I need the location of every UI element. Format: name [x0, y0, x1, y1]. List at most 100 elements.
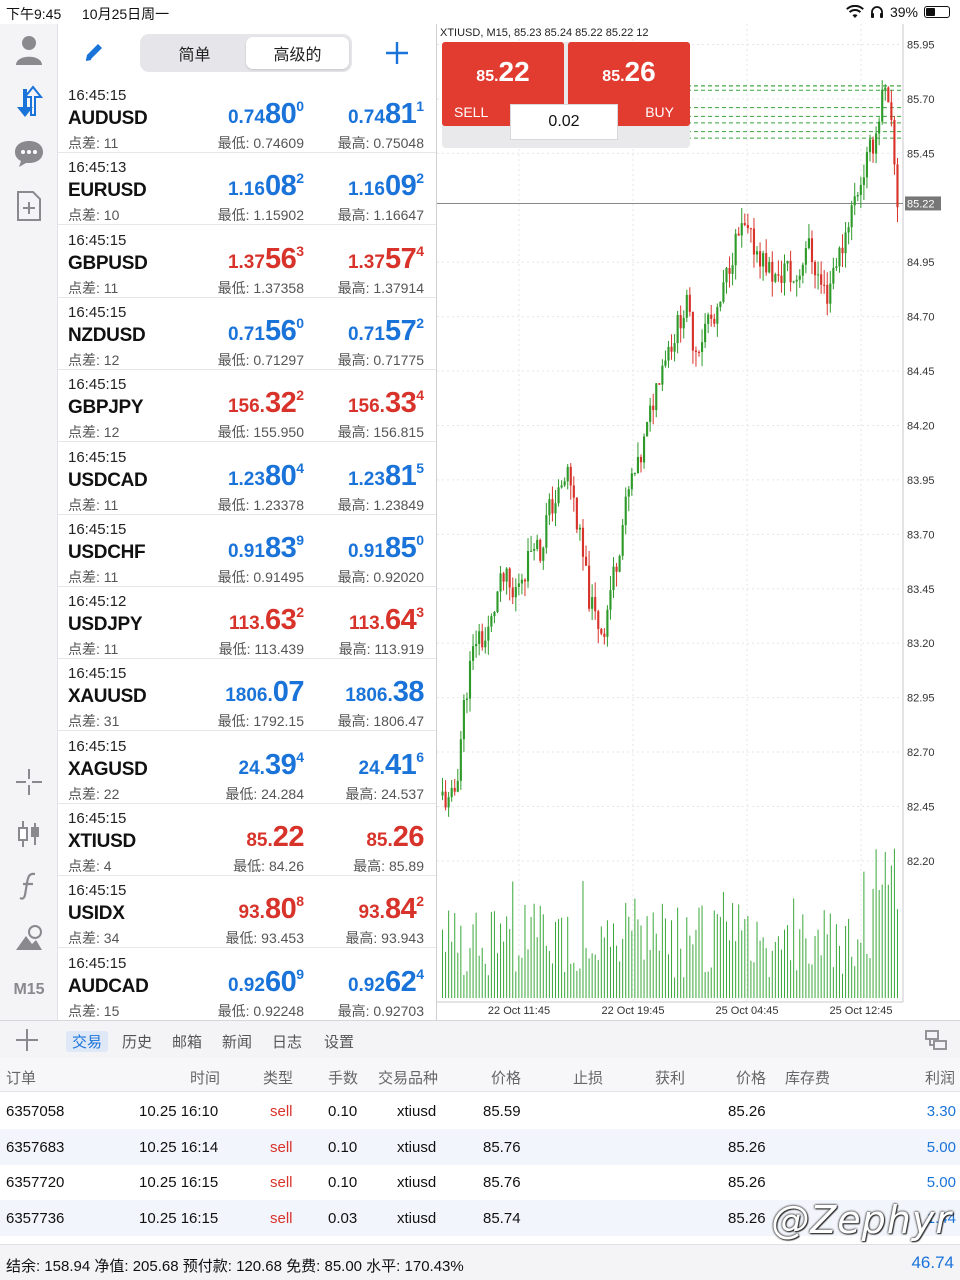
- quote-ask[interactable]: 1.37574: [348, 243, 424, 279]
- objects-icon[interactable]: [9, 918, 49, 958]
- quote-bid[interactable]: 93.808: [239, 893, 304, 929]
- order-type: sell: [270, 1209, 293, 1227]
- quote-bid[interactable]: 85.22: [246, 821, 304, 857]
- edit-pencil-icon[interactable]: [82, 40, 106, 64]
- quote-low: 最低: 0.74609: [217, 135, 304, 151]
- quote-ask[interactable]: 0.92624: [348, 966, 424, 1002]
- tab-settings[interactable]: 设置: [324, 1034, 355, 1051]
- quote-ask[interactable]: 85.26: [366, 821, 424, 857]
- quote-ask[interactable]: 0.74811: [348, 98, 424, 134]
- quote-ask[interactable]: 1.16092: [348, 170, 424, 206]
- quote-spread: 点差: 11: [68, 568, 119, 585]
- quote-ask[interactable]: 156.334: [348, 387, 424, 423]
- quote-ask[interactable]: 113.643: [349, 604, 424, 640]
- quote-row[interactable]: 16:45:15 NZDUSD 点差: 12 0.71560 0.71572 最低: 0.…: [58, 298, 436, 370]
- tab-journal[interactable]: 日志: [272, 1034, 303, 1051]
- orders-table-header: 订单 时间 类型 手数 交易品种 价格 止损 获利 价格 库存费 利润: [0, 1058, 960, 1092]
- candlestick-icon[interactable]: [9, 814, 49, 854]
- quote-bid[interactable]: 156.322: [228, 387, 304, 423]
- quote-bid[interactable]: 1806.07: [225, 676, 304, 712]
- volume-input[interactable]: 0.02: [510, 104, 618, 140]
- crosshair-icon[interactable]: [9, 762, 49, 802]
- col-stop-loss: 止损: [573, 1070, 604, 1087]
- candle-body: [664, 360, 667, 366]
- quotes-arrows-icon[interactable]: [9, 82, 49, 122]
- quote-bid[interactable]: 0.71560: [228, 315, 304, 351]
- quote-bid[interactable]: 1.37563: [228, 243, 304, 279]
- candle-body: [658, 383, 661, 385]
- quote-bid[interactable]: 1.23804: [228, 460, 304, 496]
- candle-body: [588, 565, 591, 609]
- order-row[interactable]: 6357736 10.25 16:15 sell 0.03 xtiusd 85.74 85.…: [0, 1199, 960, 1236]
- quote-high: 最高: 1.37914: [337, 279, 424, 296]
- tab-news[interactable]: 新闻: [222, 1034, 253, 1051]
- quote-row[interactable]: 16:45:15 GBPJPY 点差: 12 156.322 156.334 最低: 15…: [58, 370, 436, 443]
- quote-spread: 点差: 12: [68, 424, 120, 441]
- quote-ask[interactable]: 0.91850: [348, 532, 424, 568]
- quote-bid[interactable]: 113.632: [229, 604, 304, 640]
- tab-mailbox[interactable]: 邮箱: [172, 1034, 203, 1051]
- candle-body: [746, 224, 749, 229]
- indicator-function-icon[interactable]: [9, 866, 49, 906]
- quote-low: 最低: 1792.15: [217, 713, 304, 730]
- quote-bid[interactable]: 1.16082: [228, 170, 304, 206]
- tab-trade[interactable]: 交易: [66, 1031, 109, 1052]
- ask-big: 81: [384, 98, 417, 130]
- price-chart[interactable]: 85.9585.7085.4585.2284.9584.7084.4584.20…: [437, 24, 960, 1020]
- quote-spread: 点差: 34: [68, 930, 120, 947]
- timeframe-button[interactable]: M15: [13, 981, 45, 998]
- ask-sup: 4: [416, 387, 424, 404]
- quote-row[interactable]: 16:45:15 XTIUSD 点差: 4 85.22 85.26 最低: 84.26 最高…: [58, 804, 436, 876]
- quote-row[interactable]: 16:45:12 USDJPY 点差: 11 113.632 113.643 最低: 11…: [58, 587, 436, 660]
- ask-sup: 2: [416, 893, 424, 910]
- chart-panel[interactable]: 85.95 85.70 85.45 85.22 84.95 84.70 84.45 84.20…: [436, 24, 960, 1020]
- new-document-icon[interactable]: [9, 186, 49, 226]
- candle-body: [621, 525, 624, 556]
- order-id: 6357683: [6, 1138, 65, 1156]
- chat-icon[interactable]: [9, 134, 49, 174]
- quote-ask[interactable]: 1.23815: [348, 460, 424, 496]
- tab-history[interactable]: 历史: [122, 1034, 153, 1051]
- quote-row[interactable]: 16:45:15 USDCAD 点差: 11 1.23804 1.23815 最低: 1.…: [58, 443, 436, 515]
- candle-body: [633, 472, 636, 474]
- tab-simple[interactable]: 简单: [178, 47, 211, 64]
- ask-big: 85: [384, 531, 417, 564]
- account-icon[interactable]: [9, 30, 49, 70]
- order-lots: 0.10: [328, 1174, 358, 1192]
- quote-bid[interactable]: 0.92609: [228, 966, 304, 1002]
- quote-bid[interactable]: 0.74800: [228, 98, 304, 134]
- quote-row[interactable]: 16:45:15 AUDUSD 点差: 11 0.74800 0.74811 最低: 0.…: [58, 81, 436, 153]
- order-row[interactable]: 6357720 10.25 16:15 sell 0.10 xtiusd 85.76 85.…: [0, 1164, 960, 1200]
- quote-row[interactable]: 16:45:15 GBPUSD 点差: 11 1.37563 1.37574 最低: 1.…: [58, 226, 436, 298]
- y-tick-label: 82.95: [907, 693, 935, 705]
- quote-ask[interactable]: 93.842: [359, 893, 424, 929]
- quote-row[interactable]: 16:45:15 USDCHF 点差: 11 0.91839 0.91850 最低: 0.…: [58, 515, 436, 587]
- add-symbol-icon[interactable]: [384, 40, 410, 66]
- col-time: 时间: [190, 1070, 221, 1087]
- quote-high: 最高: 93.943: [345, 930, 424, 947]
- tab-advanced[interactable]: 高级的: [246, 37, 349, 69]
- quote-ask[interactable]: 0.71572: [348, 315, 424, 351]
- quote-time: 16:45:15: [68, 737, 127, 755]
- candle-body: [682, 317, 685, 329]
- quote-row[interactable]: 16:45:15 XAUUSD 点差: 31 1806.07 1806.38 最低: 17…: [58, 659, 436, 732]
- quote-row[interactable]: 16:45:15 AUDCAD 点差: 15 0.92609 0.92624 最低: 0.…: [58, 949, 436, 1020]
- candle-body: [871, 139, 875, 154]
- order-row[interactable]: 6357683 10.25 16:14 sell 0.10 xtiusd 85.76 85.…: [0, 1128, 960, 1165]
- quote-bid[interactable]: 0.91839: [228, 532, 304, 568]
- quote-ask[interactable]: 1806.38: [345, 676, 424, 712]
- bid-sup: 2: [296, 170, 304, 187]
- quote-row[interactable]: 16:45:13 EURUSD 点差: 10 1.16082 1.16092 最低: 1.…: [58, 153, 436, 226]
- order-row[interactable]: 6357058 10.25 16:10 sell 0.10 xtiusd 85.59 85.…: [0, 1093, 960, 1129]
- add-icon[interactable]: [14, 1027, 40, 1053]
- quote-row[interactable]: 16:45:15 XAGUSD 点差: 22 24.394 24.416 最低: 24.2…: [58, 732, 436, 804]
- ask-prefix: 0.74: [347, 107, 385, 128]
- layout-icon[interactable]: [924, 1028, 948, 1052]
- headphones-icon: [870, 6, 883, 18]
- quote-row[interactable]: 16:45:15 USIDX 点差: 34 93.808 93.842 最低: 93.45…: [58, 876, 436, 949]
- quote-time: 16:45:15: [68, 448, 127, 466]
- quote-ask[interactable]: 24.416: [359, 749, 424, 785]
- candle-body: [737, 233, 740, 236]
- quote-bid[interactable]: 24.394: [239, 749, 304, 785]
- candle-body: [591, 597, 594, 609]
